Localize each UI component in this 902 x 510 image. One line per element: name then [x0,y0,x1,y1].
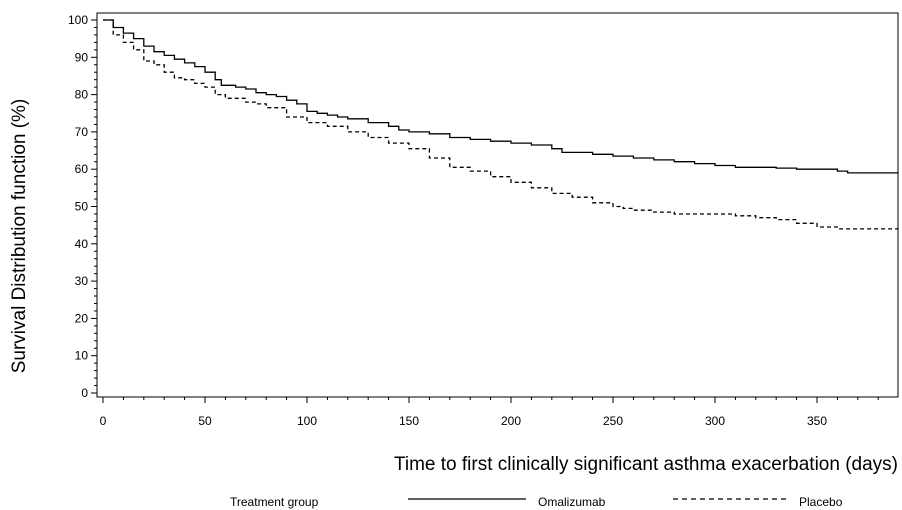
legend: Treatment group Omalizumab Placebo [230,495,843,509]
x-axis-title: Time to first clinically significant ast… [394,454,898,475]
y-tick-label: 100 [68,13,88,27]
x-tick-label: 250 [603,414,623,428]
legend-label-placebo: Placebo [799,495,843,509]
y-axis-ticks: 0 10 20 30 40 50 60 70 80 90 100 [68,13,97,400]
y-axis-title: Survival Distribution function (%) [9,99,30,374]
x-tick-label: 0 [100,414,107,428]
legend-title: Treatment group [230,495,319,509]
legend-label-omalizumab: Omalizumab [538,495,606,509]
survival-curves [103,19,899,230]
y-tick-label: 40 [75,237,89,251]
y-tick-label: 50 [75,200,89,214]
x-tick-label: 200 [501,414,521,428]
y-tick-label: 20 [75,311,89,325]
series-line-omalizumab [103,19,899,174]
plot-frame [96,12,899,398]
x-tick-label: 100 [297,414,317,428]
y-tick-label: 30 [75,274,89,288]
x-tick-label: 50 [198,414,212,428]
x-tick-label: 300 [705,414,725,428]
series-line-placebo [103,19,899,230]
y-tick-label: 0 [81,386,88,400]
x-axis-ticks: 0 50 100 150 200 250 300 350 [100,397,879,428]
y-tick-label: 70 [75,125,89,139]
plot-area [96,12,899,398]
y-tick-label: 60 [75,162,89,176]
y-tick-label: 90 [75,50,89,64]
x-tick-label: 350 [807,414,827,428]
x-tick-label: 150 [399,414,419,428]
y-tick-label: 80 [75,88,89,102]
y-tick-label: 10 [75,349,89,363]
